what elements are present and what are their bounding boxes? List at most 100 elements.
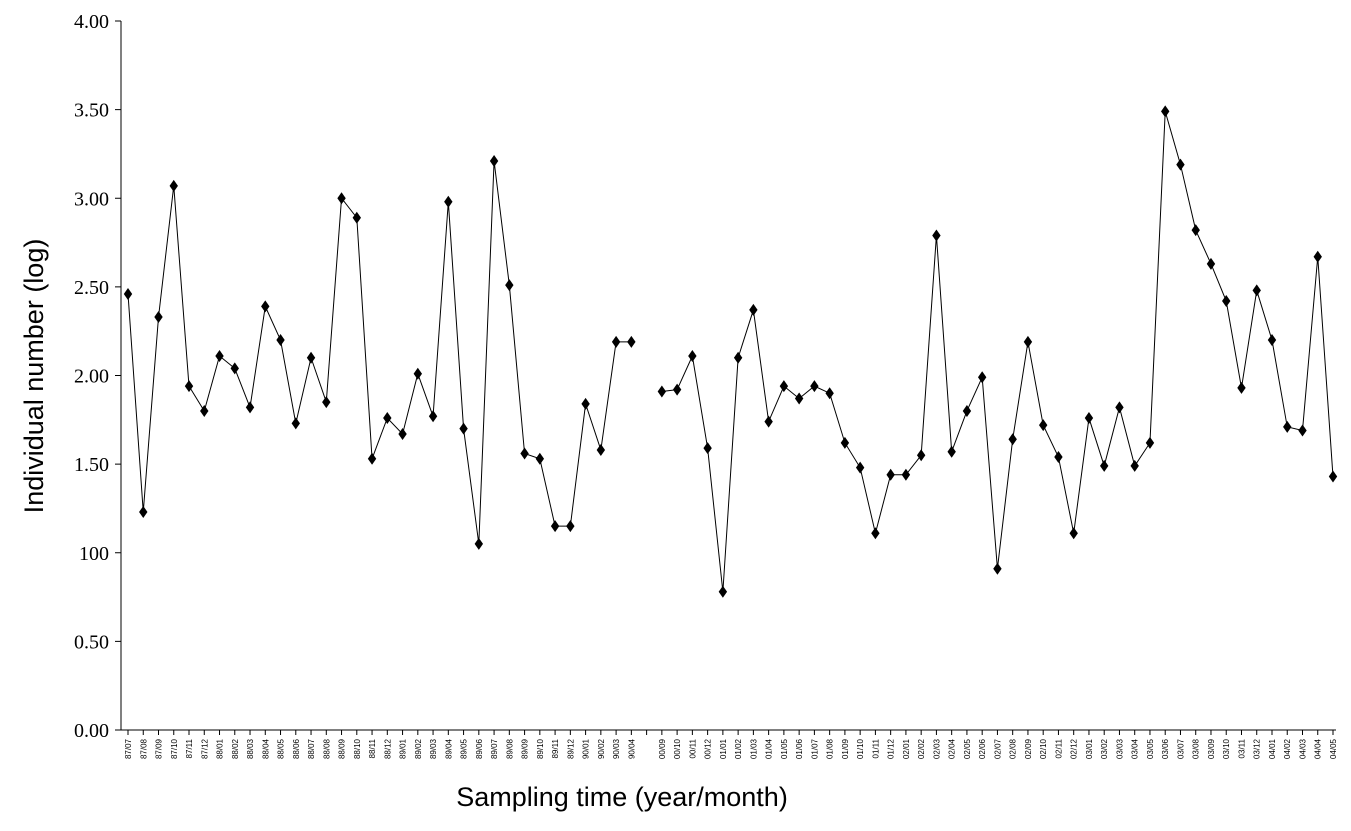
data-point-marker (581, 398, 589, 410)
data-point-marker (475, 538, 483, 550)
x-tick-label: 88/09 (338, 738, 347, 759)
x-tick-label: 88/06 (292, 738, 301, 759)
data-point-marker (215, 350, 223, 362)
x-tick-label: 88/11 (368, 738, 377, 758)
data-point-marker (1207, 258, 1215, 270)
data-point-marker (886, 469, 894, 481)
x-tick-label: 89/10 (536, 738, 545, 759)
x-tick-label: 89/12 (566, 738, 575, 759)
data-point-marker (368, 453, 376, 465)
data-point-marker (170, 180, 178, 192)
x-tick-label: 90/02 (597, 738, 606, 759)
x-tick-label: 02/10 (1039, 738, 1048, 759)
x-tick-label: 03/07 (1176, 738, 1185, 759)
data-point-marker (1085, 412, 1093, 424)
data-point-marker (551, 520, 559, 532)
data-point-marker (612, 336, 620, 348)
data-point-marker (627, 336, 635, 348)
data-point-marker (1039, 419, 1047, 431)
y-tick-label: 4.00 (74, 11, 109, 33)
data-point-marker (810, 380, 818, 392)
x-tick-label: 01/05 (780, 738, 789, 759)
x-tick-label: 88/05 (277, 738, 286, 759)
series-group (124, 105, 1337, 597)
data-point-marker (597, 444, 605, 456)
data-point-marker (1268, 334, 1276, 346)
x-tick-label: 87/12 (200, 738, 209, 759)
data-point-marker (459, 423, 467, 435)
x-tick-label: 04/04 (1314, 738, 1323, 759)
data-point-marker (734, 352, 742, 364)
data-point-marker (719, 586, 727, 598)
data-point-marker (825, 387, 833, 399)
x-tick-label: 87/11 (185, 738, 194, 758)
series-line-segment (128, 161, 631, 544)
x-tick-label: 01/06 (795, 738, 804, 759)
x-tick-label: 01/08 (826, 738, 835, 759)
x-tick-label: 03/11 (1237, 738, 1246, 758)
data-point-marker (1283, 421, 1291, 433)
data-point-marker (398, 428, 406, 440)
y-tick-label: 3.00 (74, 188, 109, 210)
x-tick-label: 87/08 (139, 738, 148, 759)
y-tick-label: 2.00 (74, 366, 109, 388)
x-tick-label: 02/05 (963, 738, 972, 759)
y-tick-label: 3.50 (74, 100, 109, 122)
x-tick-label: 02/12 (1070, 738, 1079, 759)
x-tick-label: 02/11 (1054, 738, 1063, 758)
x-tick-label: 02/08 (1009, 738, 1018, 759)
y-tick-label: 0.00 (74, 720, 109, 742)
data-point-marker (1024, 336, 1032, 348)
x-tick-label: 87/10 (170, 738, 179, 759)
x-tick-label: 03/05 (1146, 738, 1155, 759)
x-tick-label: 88/08 (322, 738, 331, 759)
x-tick-label: 89/03 (429, 738, 438, 759)
x-tick-label: 02/02 (917, 738, 926, 759)
data-point-marker (978, 371, 986, 383)
y-tick-label: 100 (79, 543, 109, 565)
data-point-marker (1100, 460, 1108, 472)
x-tick-label: 90/03 (612, 738, 621, 759)
x-tick-label: 03/06 (1161, 738, 1170, 759)
data-point-marker (1298, 424, 1306, 436)
x-tick-label: 01/03 (749, 738, 758, 759)
x-ticks: 87/07 87/08 87/09 87/10 87/11 87/12 88/01 88/02… (124, 730, 1338, 759)
y-tick-label: 2.50 (74, 277, 109, 299)
data-point-marker (1115, 401, 1123, 413)
data-point-marker (1222, 295, 1230, 307)
x-tick-label: 02/07 (993, 738, 1002, 759)
data-point-marker (414, 368, 422, 380)
x-tick-label: 03/04 (1131, 738, 1140, 759)
x-tick-label: 02/06 (978, 738, 987, 759)
data-point-marker (566, 520, 574, 532)
x-tick-label: 88/04 (261, 738, 270, 759)
x-tick-label: 00/11 (688, 738, 697, 758)
data-point-marker (505, 279, 513, 291)
data-point-marker (154, 311, 162, 323)
data-point-marker (1054, 451, 1062, 463)
x-tick-label: 01/04 (765, 738, 774, 759)
data-point-marker (963, 405, 971, 417)
x-tick-label: 88/01 (216, 738, 225, 759)
data-point-marker (749, 304, 757, 316)
x-tick-label: 00/12 (704, 738, 713, 759)
x-tick-label: 88/12 (383, 738, 392, 759)
data-point-marker (1008, 433, 1016, 445)
y-tick-label: 1.50 (74, 454, 109, 476)
x-tick-label: 87/09 (155, 738, 164, 759)
x-tick-label: 02/09 (1024, 738, 1033, 759)
x-tick-label: 02/01 (902, 738, 911, 759)
x-tick-label: 89/05 (460, 738, 469, 759)
x-tick-label: 88/07 (307, 738, 316, 759)
x-tick-label: 89/09 (521, 738, 530, 759)
data-point-marker (703, 442, 711, 454)
data-point-marker (292, 417, 300, 429)
x-tick-label: 89/11 (551, 738, 560, 758)
x-tick-label: 03/02 (1100, 738, 1109, 759)
data-point-marker (688, 350, 696, 362)
data-point-marker (1176, 159, 1184, 171)
x-tick-label: 01/10 (856, 738, 865, 759)
y-tick-label: 0.50 (74, 631, 109, 653)
x-tick-label: 88/03 (246, 738, 255, 759)
